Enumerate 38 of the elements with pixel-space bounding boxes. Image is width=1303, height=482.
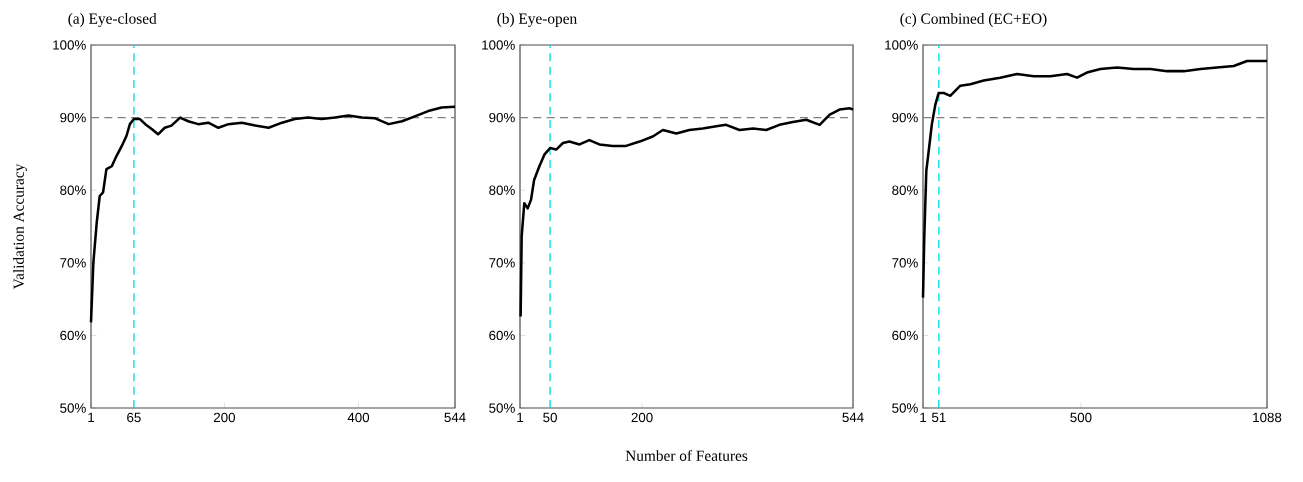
y-tick-label: 90% <box>892 112 918 123</box>
line-series <box>89 105 457 324</box>
y-tick-label: 100% <box>885 40 918 50</box>
line-series <box>519 106 855 318</box>
y-tick-label: 50% <box>489 403 515 413</box>
x-tick-label: 1 <box>517 412 524 422</box>
chart-title: (b) Eye-open <box>497 13 577 27</box>
y-tick-label: 70% <box>60 258 86 268</box>
chart-title: (a) Eye-closed <box>68 13 157 27</box>
x-tick-label: 500 <box>1070 412 1092 423</box>
y-tick-label: 50% <box>892 403 918 413</box>
y-tick-label: 90% <box>489 112 515 123</box>
y-tick-label: 60% <box>892 330 918 341</box>
x-tick-label: 400 <box>347 412 370 423</box>
chart-title: (c) Combined (EC+EO) <box>900 13 1047 27</box>
y-tick-label: 80% <box>892 185 918 195</box>
x-tick-label: 200 <box>213 412 236 423</box>
y-axis-title: Validation Accuracy <box>13 163 28 290</box>
x-tick-label: 1088 <box>1253 412 1282 423</box>
y-tick-label: 80% <box>60 185 86 195</box>
y-tick-label: 70% <box>892 258 918 268</box>
y-tick-label: 100% <box>53 40 86 50</box>
y-tick-label: 50% <box>60 403 86 413</box>
y-tick-label: 100% <box>482 40 515 50</box>
y-tick-label: 60% <box>60 330 86 341</box>
y-tick-label: 60% <box>489 330 515 341</box>
y-tick-label: 80% <box>489 185 515 195</box>
y-tick-label: 70% <box>489 258 515 268</box>
x-tick-label: 51 <box>931 412 946 423</box>
x-tick-label: 200 <box>631 412 653 423</box>
x-tick-label: 50 <box>543 412 557 423</box>
y-tick-label: 90% <box>60 112 86 123</box>
x-tick-label: 65 <box>127 412 141 423</box>
x-tick-label: 544 <box>444 412 466 423</box>
x-tick-label: 1 <box>88 412 95 422</box>
x-tick-label: 544 <box>842 412 864 423</box>
x-tick-label: 1 <box>920 412 927 422</box>
x-axis-title: Number of Features <box>625 449 748 461</box>
